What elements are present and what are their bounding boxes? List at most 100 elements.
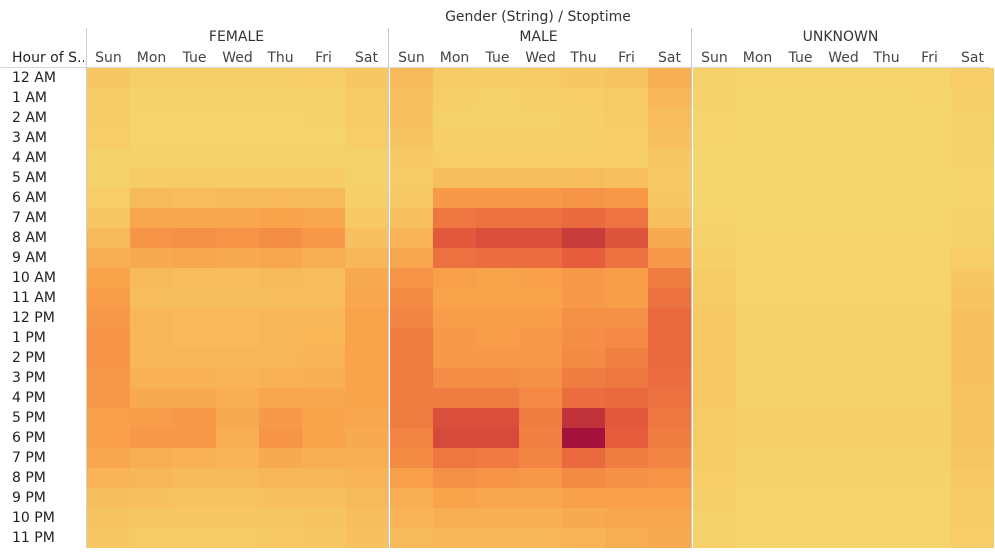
heat-cell xyxy=(345,528,388,548)
heat-cell xyxy=(259,68,302,88)
heat-cell xyxy=(259,108,302,128)
gender-header-female: FEMALE xyxy=(208,29,265,45)
heat-cell xyxy=(433,308,476,328)
heat-cell xyxy=(302,228,345,248)
heat-cell xyxy=(605,408,648,428)
day-label: Thu xyxy=(873,50,900,66)
heat-cell xyxy=(87,408,130,428)
heat-cell xyxy=(390,208,433,228)
heat-cell xyxy=(87,68,130,88)
heat-cell xyxy=(822,208,865,228)
heat-cell xyxy=(908,428,951,448)
heat-cell xyxy=(433,88,476,108)
heat-cell xyxy=(87,88,130,108)
heat-cell xyxy=(562,268,605,288)
heat-cell xyxy=(865,408,908,428)
heat-cell xyxy=(87,328,130,348)
heat-cell xyxy=(476,268,519,288)
heat-cell xyxy=(648,328,691,348)
heat-cell xyxy=(87,308,130,328)
heat-cell xyxy=(822,268,865,288)
heat-cell xyxy=(476,228,519,248)
heat-cell xyxy=(519,328,562,348)
heat-cell xyxy=(951,168,994,188)
heat-cell xyxy=(476,308,519,328)
heat-cell xyxy=(433,188,476,208)
heat-cell xyxy=(519,508,562,528)
heat-cell xyxy=(736,328,779,348)
heat-cell xyxy=(259,328,302,348)
day-label: Sun xyxy=(701,50,728,66)
heat-cell xyxy=(822,248,865,268)
heat-cell xyxy=(345,68,388,88)
heat-cell xyxy=(259,468,302,488)
heat-cell xyxy=(476,108,519,128)
heat-cell xyxy=(648,208,691,228)
heat-cell xyxy=(345,248,388,268)
heat-cell xyxy=(605,528,648,548)
heat-cell xyxy=(259,308,302,328)
heat-cell xyxy=(648,488,691,508)
heat-cell xyxy=(345,148,388,168)
heat-cell xyxy=(259,408,302,428)
heat-cell xyxy=(908,108,951,128)
heat-cell xyxy=(345,468,388,488)
hour-label: 10 AM xyxy=(12,270,56,286)
heat-cell xyxy=(216,168,259,188)
heat-cell xyxy=(216,388,259,408)
heat-cell xyxy=(562,68,605,88)
heat-cell xyxy=(390,408,433,428)
heat-cell xyxy=(476,88,519,108)
day-label: Wed xyxy=(525,50,556,66)
heat-cell xyxy=(779,408,822,428)
heat-cell xyxy=(390,368,433,388)
heat-cell xyxy=(390,248,433,268)
heat-cell xyxy=(173,388,216,408)
heat-cell xyxy=(433,68,476,88)
heat-cell xyxy=(736,508,779,528)
heat-cell xyxy=(130,408,173,428)
heat-cell xyxy=(519,488,562,508)
heat-cell xyxy=(130,308,173,328)
heat-cell xyxy=(87,488,130,508)
heat-cell xyxy=(173,228,216,248)
heat-cell xyxy=(779,388,822,408)
heat-cell xyxy=(562,388,605,408)
heat-cell xyxy=(390,108,433,128)
heat-cell xyxy=(433,328,476,348)
heat-cell xyxy=(302,168,345,188)
heat-cell xyxy=(519,268,562,288)
heat-cell xyxy=(433,128,476,148)
heat-cell xyxy=(173,448,216,468)
heat-cell xyxy=(693,68,736,88)
heat-cell xyxy=(865,208,908,228)
heat-cell xyxy=(519,448,562,468)
heat-cell xyxy=(130,68,173,88)
heat-cell xyxy=(433,268,476,288)
heat-cell xyxy=(822,188,865,208)
heat-cell xyxy=(302,428,345,448)
heat-cell xyxy=(822,328,865,348)
heat-cell xyxy=(648,248,691,268)
heat-cell xyxy=(130,228,173,248)
day-label: Mon xyxy=(742,50,773,66)
hour-label: 12 AM xyxy=(12,70,56,86)
day-label: Fri xyxy=(618,50,635,66)
heat-cell xyxy=(390,448,433,468)
hour-label: 3 AM xyxy=(12,130,48,146)
heat-cell xyxy=(302,208,345,228)
heat-cell xyxy=(390,228,433,248)
hour-label: 10 PM xyxy=(12,510,55,526)
heat-cell xyxy=(693,128,736,148)
heat-cell xyxy=(302,248,345,268)
heat-cell xyxy=(216,528,259,548)
heat-cell xyxy=(476,448,519,468)
heat-cell xyxy=(779,108,822,128)
hour-label: 11 PM xyxy=(12,530,55,546)
day-label: Thu xyxy=(570,50,597,66)
heat-cell xyxy=(648,68,691,88)
heat-cell xyxy=(736,88,779,108)
heat-cell xyxy=(779,308,822,328)
heat-cell xyxy=(173,248,216,268)
heat-cell xyxy=(779,228,822,248)
